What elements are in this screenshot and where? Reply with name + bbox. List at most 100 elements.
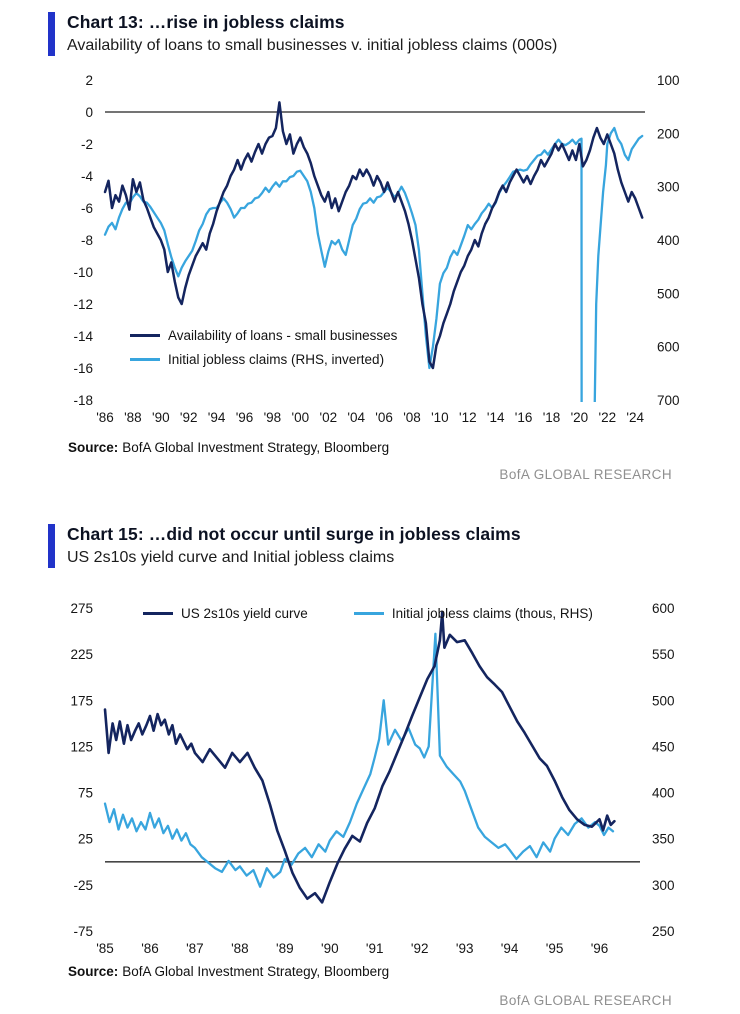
chart15-title: Chart 15: …did not occur until surge in … [67, 524, 521, 544]
navy-line-swatch [143, 612, 173, 615]
x-axis-tick-label: '12 [459, 410, 477, 425]
left-axis-tick-label: -4 [81, 169, 93, 184]
x-axis-tick-label: '22 [599, 410, 617, 425]
chart13-titles: Chart 13: …rise in jobless claims Availa… [67, 12, 557, 55]
x-axis-tick-label: '00 [292, 410, 310, 425]
chart15-titles: Chart 15: …did not occur until surge in … [67, 524, 521, 567]
left-axis-tick-label: -25 [73, 878, 93, 893]
left-axis-tick-label: 2 [85, 73, 93, 88]
chart15-legend: US 2s10s yield curve Initial jobless cla… [143, 606, 593, 621]
left-axis-tick-label: 75 [78, 786, 93, 801]
x-axis-tick-label: '90 [152, 410, 170, 425]
legend-item-claims: Initial jobless claims (thous, RHS) [353, 606, 593, 621]
right-axis-tick-label: 500 [657, 286, 680, 301]
left-axis-tick-label: 275 [70, 601, 93, 616]
legend-item-yield-curve: US 2s10s yield curve [143, 606, 308, 621]
x-axis-tick-label: '89 [276, 941, 294, 956]
x-axis-tick-label: '16 [515, 410, 533, 425]
x-axis-tick-label: '94 [208, 410, 226, 425]
legend-item-availability: Availability of loans - small businesses [130, 328, 397, 343]
chart15-subtitle: US 2s10s yield curve and Initial jobless… [67, 549, 395, 566]
legend-label-yield-curve: US 2s10s yield curve [181, 606, 308, 621]
x-axis-tick-label: '04 [347, 410, 365, 425]
left-axis-tick-label: 0 [85, 105, 93, 120]
left-axis-tick-label: 125 [70, 739, 93, 754]
right-axis-tick-label: 450 [652, 739, 675, 754]
x-axis-tick-label: '24 [626, 410, 644, 425]
x-axis-tick-label: '10 [431, 410, 449, 425]
x-axis-tick-label: '88 [124, 410, 142, 425]
right-axis-tick-label: 400 [652, 786, 675, 801]
right-axis-tick-label: 300 [657, 180, 680, 195]
left-axis-tick-label: -14 [73, 329, 93, 344]
chart15-header: Chart 15: …did not occur until surge in … [48, 524, 740, 568]
left-axis-tick-label: 175 [70, 693, 93, 708]
x-axis-tick-label: '96 [236, 410, 254, 425]
chart15-accent-bar [48, 524, 55, 568]
chart13-branding: BofA GLOBAL RESEARCH [499, 467, 672, 482]
left-axis-tick-label: 25 [78, 832, 93, 847]
x-axis-tick-label: '08 [403, 410, 421, 425]
right-axis-tick-label: 700 [657, 393, 680, 408]
series-line-left [103, 611, 616, 904]
x-axis-tick-label: '91 [366, 941, 384, 956]
left-axis-tick-label: -12 [73, 297, 93, 312]
chart15-section: Chart 15: …did not occur until surge in … [0, 524, 740, 1008]
x-axis-tick-label: '96 [591, 941, 609, 956]
x-axis-tick-label: '93 [456, 941, 474, 956]
series-line-left [103, 101, 644, 370]
chart13-wrap: 2 0 -2 -4 -6 -8 -10 -12 -14 -16 -18 100 200 300 400 500… [0, 64, 740, 436]
x-axis-tick-label: '92 [180, 410, 198, 425]
right-axis-tick-label: 200 [657, 126, 680, 141]
x-axis-tick-label: '87 [186, 941, 204, 956]
left-axis-tick-label: -2 [81, 137, 93, 152]
chart15-plot: 275 225 175 125 75 25 -25 -75 600 550 500 450 400 350… [70, 601, 675, 956]
right-axis-tick-label: 600 [652, 601, 675, 616]
chart13-title: Chart 13: …rise in jobless claims [67, 12, 345, 32]
x-axis-tick-label: '20 [571, 410, 589, 425]
right-axis-tick-label: 550 [652, 647, 675, 662]
x-axis-tick-label: '94 [501, 941, 519, 956]
series-line-right [103, 632, 615, 888]
navy-line-swatch [130, 334, 160, 337]
legend-label-claims: Initial jobless claims (thous, RHS) [391, 606, 593, 621]
x-axis-tick-label: '98 [264, 410, 282, 425]
chart13-header: Chart 13: …rise in jobless claims Availa… [48, 12, 740, 56]
x-axis-tick-label: '02 [320, 410, 338, 425]
left-axis-tick-label: -16 [73, 361, 93, 376]
blue-line-swatch [130, 358, 160, 361]
x-axis-tick-label: '18 [543, 410, 561, 425]
chart15-source: Source: BofA Global Investment Strategy, … [68, 964, 740, 979]
right-axis-tick-label: 100 [657, 73, 680, 88]
chart13-accent-bar [48, 12, 55, 56]
left-axis-tick-label: -18 [73, 393, 93, 408]
right-axis-tick-label: 300 [652, 878, 675, 893]
left-axis-tick-label: -75 [73, 924, 93, 939]
x-axis-tick-label: '95 [546, 941, 564, 956]
legend-label-claims: Initial jobless claims (RHS, inverted) [168, 352, 385, 367]
right-axis-tick-label: 400 [657, 233, 680, 248]
chart13-legend: Availability of loans - small businesses… [130, 328, 397, 367]
blue-line-swatch [353, 612, 384, 615]
x-axis-tick-label: '86 [141, 941, 159, 956]
left-axis-tick-label: -6 [81, 201, 93, 216]
right-axis-tick-label: 500 [652, 693, 675, 708]
x-axis-tick-label: '86 [96, 410, 114, 425]
chart13-section: Chart 13: …rise in jobless claims Availa… [0, 12, 740, 482]
x-axis-tick-label: '85 [96, 941, 114, 956]
chart13-plot: 2 0 -2 -4 -6 -8 -10 -12 -14 -16 -18 100 200 300 400 500… [73, 73, 680, 425]
legend-item-claims: Initial jobless claims (RHS, inverted) [130, 352, 397, 367]
left-axis-tick-label: -8 [81, 233, 93, 248]
x-axis-tick-label: '88 [231, 941, 249, 956]
right-axis-tick-label: 250 [652, 924, 675, 939]
chart15-source-text: BofA Global Investment Strategy, Bloombe… [122, 964, 390, 979]
left-axis-tick-label: 225 [70, 647, 93, 662]
x-axis-tick-label: '92 [411, 941, 429, 956]
left-axis-tick-label: -10 [73, 265, 93, 280]
chart13-source-text: BofA Global Investment Strategy, Bloombe… [122, 440, 390, 455]
x-axis-tick-label: '90 [321, 941, 339, 956]
chart15-source-label: Source: [68, 964, 119, 979]
series-line-right [103, 126, 644, 402]
chart13-subtitle: Availability of loans to small businesse… [67, 37, 558, 54]
